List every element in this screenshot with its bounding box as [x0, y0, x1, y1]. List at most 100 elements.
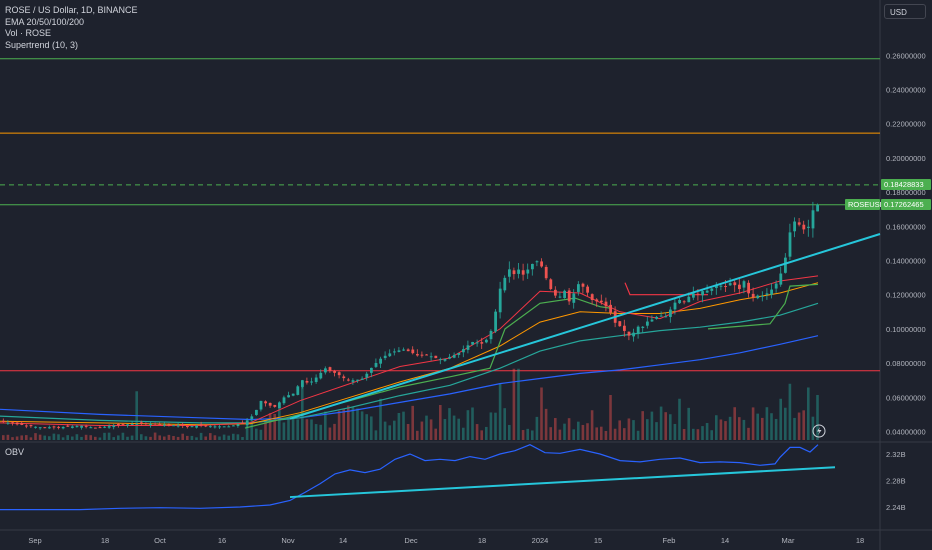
- volume-bar: [383, 421, 387, 440]
- x-tick-label: Dec: [404, 536, 418, 545]
- candle-body: [43, 427, 47, 429]
- candle-body: [388, 353, 392, 357]
- volume-bar: [618, 420, 621, 440]
- candle-body: [301, 380, 304, 387]
- candle-body: [15, 422, 19, 425]
- volume-bar: [356, 408, 359, 440]
- candle-body: [66, 425, 70, 427]
- legend-volume[interactable]: Vol · ROSE: [5, 28, 52, 38]
- volume-bar: [788, 383, 792, 440]
- volume-bar: [245, 425, 249, 440]
- candle-body: [563, 290, 566, 299]
- candle-body: [222, 426, 226, 428]
- currency-selector[interactable]: USD: [884, 4, 926, 19]
- volume-bar: [650, 411, 654, 440]
- candle-body: [807, 226, 810, 228]
- volume-bar: [186, 435, 189, 440]
- volume-bar: [655, 422, 658, 440]
- x-tick-label: Mar: [782, 536, 795, 545]
- volume-bar: [66, 435, 69, 440]
- candle-body: [370, 367, 373, 373]
- candle-body: [761, 295, 764, 297]
- volume-bar: [761, 417, 764, 440]
- supertrend-down-line: [624, 282, 708, 296]
- volume-bar: [241, 437, 244, 440]
- volume-bar: [549, 427, 552, 440]
- candle-body: [324, 368, 327, 373]
- volume-bar: [646, 419, 649, 440]
- candle-body: [452, 354, 456, 358]
- volume-bar: [342, 408, 345, 440]
- y-tick-label: 0.06000000: [886, 393, 926, 402]
- candle-body: [788, 232, 792, 257]
- candle-body: [287, 395, 290, 398]
- candle-body: [365, 373, 369, 378]
- candle-body: [673, 302, 677, 310]
- volume-bar: [466, 410, 470, 440]
- candle-body: [577, 284, 580, 292]
- candle-body: [117, 424, 120, 426]
- volume-bar: [195, 437, 198, 440]
- candle-body: [802, 224, 806, 230]
- volume-bar: [531, 430, 534, 440]
- y-tick-label: 0.26000000: [886, 51, 926, 60]
- volume-bar: [117, 435, 120, 440]
- candle-body: [687, 296, 691, 303]
- volume-bar: [176, 436, 180, 440]
- volume-bar: [98, 437, 102, 440]
- candle-body: [439, 359, 442, 361]
- obv-pane-title[interactable]: OBV: [5, 447, 25, 457]
- volume-bar: [471, 407, 474, 440]
- candle-body: [623, 325, 626, 331]
- candle-body: [742, 281, 746, 288]
- candle-body: [503, 277, 507, 291]
- volume-bar: [480, 430, 483, 440]
- ema-20-line: [0, 275, 819, 426]
- volume-bar: [687, 407, 690, 440]
- volume-bar: [232, 433, 235, 440]
- volume-bar: [218, 436, 221, 440]
- candle-body: [406, 349, 410, 352]
- volume-bar: [632, 420, 635, 440]
- candle-body: [140, 422, 143, 424]
- level-label-dashed: 0.18428833: [881, 179, 931, 191]
- volume-bar: [751, 407, 755, 440]
- volume-bar: [816, 395, 819, 440]
- legend-supertrend[interactable]: Supertrend (10, 3): [5, 39, 79, 50]
- candle-body: [678, 300, 681, 304]
- volume-bar: [397, 412, 401, 440]
- candle-body: [163, 424, 166, 426]
- candle-body: [756, 295, 760, 299]
- volume-bar: [172, 436, 175, 440]
- candle-body: [494, 311, 497, 332]
- volume-bar: [715, 415, 718, 440]
- candle-body: [609, 304, 612, 313]
- candle-body: [669, 309, 672, 317]
- candle-body: [80, 425, 83, 428]
- candle-body: [457, 352, 461, 355]
- legend-symbol[interactable]: ROSE / US Dollar, 1D, BINANCE: [5, 5, 138, 15]
- candle-body: [296, 386, 300, 395]
- volume-bar: [609, 395, 612, 440]
- volume-bar: [153, 432, 157, 440]
- legend-ema[interactable]: EMA 20/50/100/200: [5, 16, 85, 27]
- volume-bar: [209, 433, 212, 440]
- candle-body: [572, 293, 576, 303]
- candle-body: [508, 269, 511, 277]
- volume-bar: [586, 423, 589, 440]
- volume-bar: [103, 432, 106, 440]
- candle-body: [646, 321, 649, 326]
- volume-bar: [213, 435, 217, 440]
- volume-bar: [475, 424, 479, 440]
- volume-bar: [163, 436, 166, 440]
- volume-bar: [379, 398, 382, 440]
- y-tick-label: 0.20000000: [886, 154, 926, 163]
- candle-body: [383, 355, 387, 359]
- volume-bar: [692, 428, 695, 440]
- volume-bar: [774, 418, 778, 440]
- volume-bar: [374, 430, 378, 440]
- volume-bar: [434, 428, 437, 440]
- volume-bar: [627, 418, 631, 440]
- candle-body: [135, 423, 139, 425]
- candle-body: [333, 370, 336, 373]
